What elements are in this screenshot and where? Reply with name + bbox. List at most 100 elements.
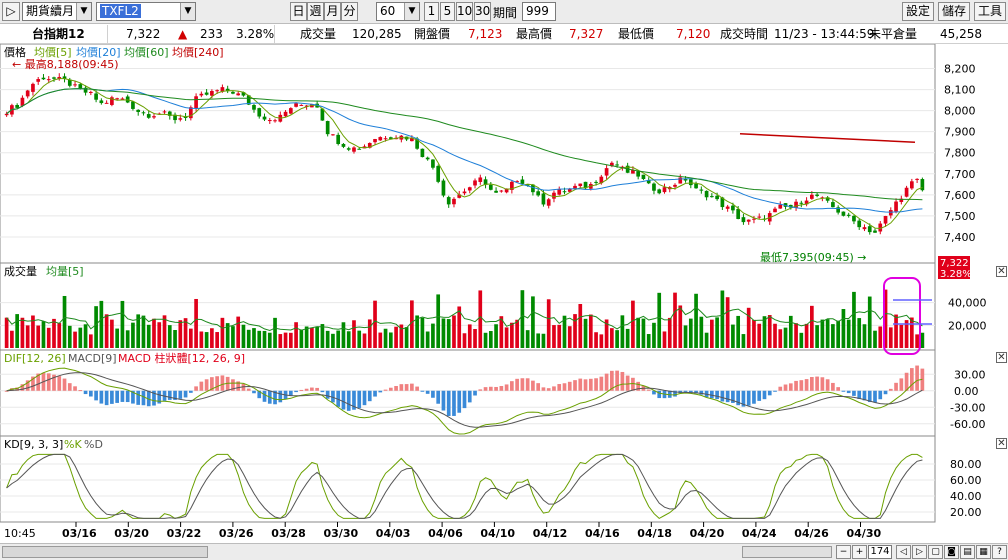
kd-legend-label: KD[9, 3, 3] <box>4 438 63 451</box>
period-minute-button[interactable]: 分 <box>341 2 358 21</box>
interval-select[interactable]: 60 ▼ <box>376 2 420 21</box>
volume-bar <box>552 325 556 348</box>
chevron-down-icon[interactable]: ▼ <box>180 3 195 20</box>
macd-histogram-bar <box>188 390 193 393</box>
save-button[interactable]: 儲存 <box>938 2 970 21</box>
period-week-button[interactable]: 週 <box>307 2 324 21</box>
scroll-right-icon[interactable]: ▷ <box>912 545 927 559</box>
scroll-range-handle[interactable] <box>742 546 832 558</box>
macd-histogram-bar <box>546 388 551 391</box>
price-legend-ma60: 均價[60] <box>124 45 169 59</box>
close-icon-volume[interactable]: ✕ <box>996 266 1007 277</box>
volume-bar <box>104 314 109 348</box>
stop-icon[interactable]: ▢ <box>928 545 943 559</box>
macd-histogram-bar <box>183 390 188 398</box>
horizontal-scrollbar[interactable] <box>2 546 208 558</box>
candle-body <box>720 197 725 208</box>
volume-bar <box>788 315 793 348</box>
macd-histogram-bar <box>146 390 151 407</box>
zoom-out-button[interactable]: − <box>836 545 851 559</box>
y-tick-label: 30.00 <box>954 368 986 381</box>
volume-bar <box>231 326 235 348</box>
count-30-button[interactable]: 30 <box>474 2 491 21</box>
kd-legend-k: %K <box>64 438 82 451</box>
period-month-button[interactable]: 月 <box>324 2 341 21</box>
macd-histogram-bar <box>220 375 225 391</box>
candle-body <box>441 180 446 196</box>
kd-series <box>6 453 923 520</box>
volume-bar <box>773 323 777 348</box>
macd-histogram-bar <box>246 388 251 391</box>
volume-bar <box>215 332 219 348</box>
chart-area[interactable]: 7,400 7,500 7,600 7,700 7,800 7,900 8,000 8,100… <box>0 43 1008 560</box>
close-icon-macd[interactable]: ✕ <box>996 352 1007 363</box>
candle-body <box>867 226 872 233</box>
period-day-button[interactable]: 日 <box>290 2 307 21</box>
candle-body <box>515 181 519 183</box>
chevron-down-icon[interactable]: ▼ <box>76 3 91 20</box>
volume-bar <box>341 322 346 348</box>
count-5-button[interactable]: 5 <box>440 2 455 21</box>
candle-body <box>457 194 462 198</box>
macd-histogram-bar <box>631 377 635 391</box>
macd-histogram-bar <box>278 390 283 403</box>
macd-histogram-bar <box>452 390 456 416</box>
zoom-in-button[interactable]: + <box>852 545 867 559</box>
volume-bar <box>588 314 593 348</box>
period-input[interactable]: 999 <box>522 2 556 21</box>
candle-body <box>531 184 535 193</box>
macd-histogram-bar <box>15 387 19 391</box>
macd-histogram-bar <box>525 378 530 391</box>
count-1-button[interactable]: 1 <box>424 2 439 21</box>
volume-bar <box>225 323 230 348</box>
settings-button[interactable]: 設定 <box>902 2 934 21</box>
macd-histogram-bar <box>410 383 414 391</box>
count-10-button[interactable]: 10 <box>456 2 473 21</box>
volume-legend-label: 成交量 <box>4 264 37 278</box>
help-icon[interactable]: ? <box>992 545 1007 559</box>
symbol-input[interactable]: TXFL2 ▼ <box>96 2 196 21</box>
macd-histogram-bar <box>625 375 630 391</box>
x-tick-label: 04/16 <box>585 527 620 540</box>
macd-histogram-bar <box>804 379 809 391</box>
macd-histogram-bar <box>620 371 625 391</box>
macd-histogram-bar <box>483 387 488 391</box>
play-icon[interactable]: ▷ <box>2 2 20 21</box>
macd-histogram-bar <box>383 389 388 391</box>
volume-bar <box>294 322 298 348</box>
chart-canvas[interactable]: 7,400 7,500 7,600 7,700 7,800 7,900 8,000 8,100… <box>0 43 1008 543</box>
volume-bar <box>441 318 446 348</box>
chevron-down-icon[interactable]: ▼ <box>404 3 419 20</box>
candle-body <box>267 120 272 122</box>
volume-bar <box>404 327 409 348</box>
count-input[interactable]: 174 <box>868 545 892 559</box>
candle-body <box>794 201 798 208</box>
macd-histogram-bar <box>462 390 467 409</box>
time-value: 11/23 - 13:44:59 <box>774 27 875 41</box>
tools-button[interactable]: 工具 <box>974 2 1006 21</box>
print-icon[interactable]: ▦ <box>976 545 991 559</box>
candle-body <box>336 134 341 144</box>
candle-body <box>246 95 251 105</box>
market-select[interactable]: 期貨續月 ▼ <box>22 2 92 21</box>
candle-body <box>110 97 114 105</box>
y-tick-label: 80.00 <box>950 458 982 471</box>
ma-lines <box>6 78 923 230</box>
macd-series <box>4 365 925 435</box>
camera-icon[interactable]: ◙ <box>944 545 959 559</box>
macd-histogram-bar <box>883 390 888 395</box>
macd-legend-dif: DIF[12, 26] <box>4 352 66 365</box>
macd-histogram-bar <box>720 390 725 402</box>
volume-bar <box>631 300 635 348</box>
macd-histogram-bar <box>67 383 72 391</box>
save-image-icon[interactable]: ▤ <box>960 545 975 559</box>
low-label: 最低價 <box>618 27 655 41</box>
volume-bar <box>125 330 130 348</box>
macd-histogram-bar <box>504 384 509 391</box>
macd-histogram-bar <box>573 380 577 391</box>
scroll-left-icon[interactable]: ◁ <box>896 545 911 559</box>
volume-bar <box>267 332 272 348</box>
close-icon-kd[interactable]: ✕ <box>996 438 1007 449</box>
x-tick-label: 04/26 <box>794 527 829 540</box>
volume-bar <box>746 307 751 348</box>
